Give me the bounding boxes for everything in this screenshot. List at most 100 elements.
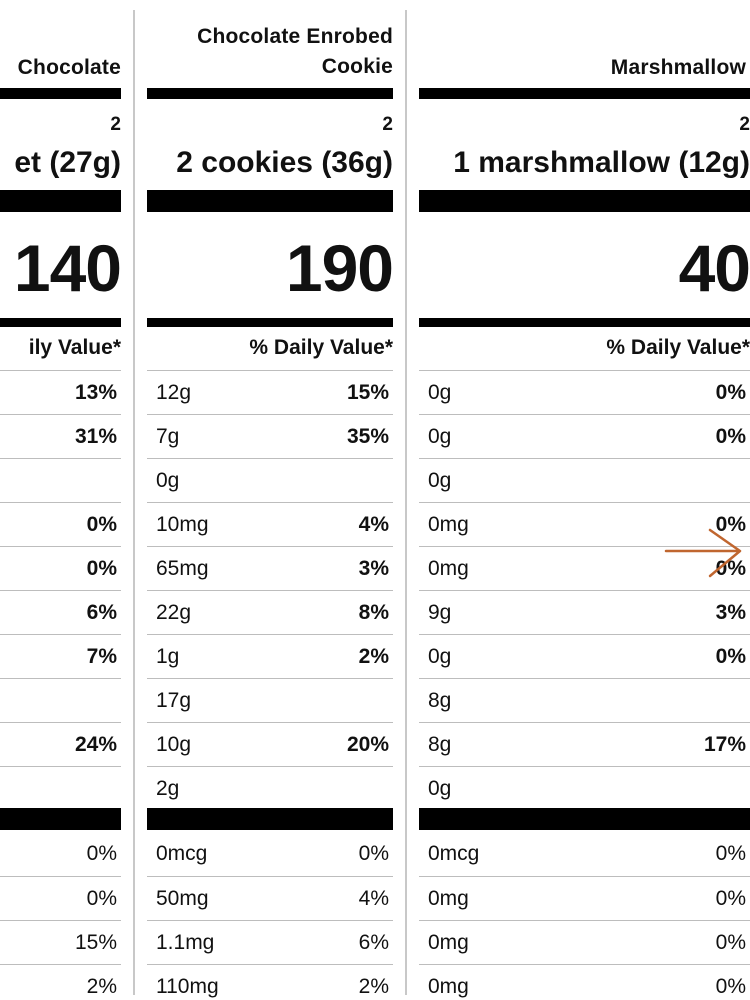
nutrient-percent: 2% — [86, 975, 117, 998]
nutrient-amount: 22g — [156, 601, 192, 624]
micronutrient-row: 0% — [0, 876, 121, 921]
micronutrient-row: 0mcg 0% — [419, 832, 750, 876]
medium-divider — [0, 318, 121, 327]
daily-value-header: % Daily Value* — [249, 336, 393, 359]
nutrient-row: 0mg 0% — [419, 546, 750, 591]
nutrient-amount: 65mg — [156, 557, 209, 580]
nutrient-row: 0g 0% — [419, 370, 750, 415]
nutrient-percent: 0% — [358, 842, 389, 865]
heavy-divider — [0, 190, 121, 212]
serving-size: 1 marshmallow (12g) — [453, 146, 750, 179]
nutrient-row: 24% — [0, 722, 121, 767]
nutrient-amount: 0g — [428, 645, 452, 668]
nutrient-percent: 6% — [86, 601, 117, 624]
heavy-divider — [0, 808, 121, 830]
nutrient-row: 22g 8% — [147, 590, 393, 635]
nutrient-percent: 0% — [715, 975, 746, 998]
nutrient-percent: 6% — [358, 931, 389, 954]
nutrient-percent: 0% — [715, 381, 746, 404]
nutrient-row: 0% — [0, 502, 121, 547]
nutrient-row: 0g — [147, 458, 393, 503]
nutrient-amount: 0mg — [428, 557, 469, 580]
nutrient-percent: 17% — [703, 733, 746, 756]
micronutrient-row: 15% — [0, 920, 121, 965]
column-divider — [405, 10, 407, 995]
micronutrient-row: 1.1mg 6% — [147, 920, 393, 965]
nutrient-row: 31% — [0, 414, 121, 459]
nutrient-amount: 0mcg — [156, 842, 208, 865]
nutrient-percent: 20% — [346, 733, 389, 756]
nutrient-row: 2g — [147, 766, 393, 811]
nutrient-percent: 8% — [358, 601, 389, 624]
micronutrient-row: 110mg 2% — [147, 964, 393, 1000]
nutrient-percent: 0% — [715, 513, 746, 536]
nutrient-amount: 10mg — [156, 513, 209, 536]
medium-divider — [147, 318, 393, 327]
heavy-divider — [147, 808, 393, 830]
column-divider — [133, 10, 135, 995]
nutrient-row — [0, 678, 121, 723]
servings-per-container: 2 — [110, 114, 121, 135]
nutrient-row: 65mg 3% — [147, 546, 393, 591]
nutrient-row: 0g — [419, 458, 750, 503]
thick-divider — [147, 88, 393, 99]
nutrient-amount: 0mg — [428, 975, 469, 998]
nutrient-amount: 8g — [428, 689, 452, 712]
nutrient-percent: 2% — [358, 975, 389, 998]
nutrient-row: 7% — [0, 634, 121, 679]
nutrient-amount: 9g — [428, 601, 452, 624]
micronutrient-row: 0mg 0% — [419, 920, 750, 965]
nutrient-amount: 0g — [428, 381, 452, 404]
nutrient-percent: 3% — [715, 601, 746, 624]
nutrient-percent: 4% — [358, 513, 389, 536]
nutrient-percent: 31% — [74, 425, 117, 448]
nutrient-row: 17g — [147, 678, 393, 723]
nutrient-amount: 0mg — [428, 931, 469, 954]
nutrient-percent: 0% — [715, 557, 746, 580]
micronutrient-row: 50mg 4% — [147, 876, 393, 921]
nutrient-amount: 8g — [428, 733, 452, 756]
nutrient-row — [0, 766, 121, 811]
servings-per-container: 2 — [382, 114, 393, 135]
calories-value: 140 — [13, 231, 121, 305]
nutrient-amount: 7g — [156, 425, 180, 448]
nutrient-amount: 0mg — [428, 513, 469, 536]
product-title: Chocolate Enrobed Cookie — [197, 25, 393, 78]
nutrient-row: 7g 35% — [147, 414, 393, 459]
nutrient-percent: 15% — [346, 381, 389, 404]
micronutrient-row: 0% — [0, 832, 121, 876]
micronutrient-row: 0mg 0% — [419, 876, 750, 921]
nutrient-percent: 3% — [358, 557, 389, 580]
heavy-divider — [147, 190, 393, 212]
nutrient-row: 0g — [419, 766, 750, 811]
nutrient-row: 9g 3% — [419, 590, 750, 635]
nutrient-row: 1g 2% — [147, 634, 393, 679]
calories-value: 40 — [678, 231, 750, 305]
daily-value-header: ily Value* — [28, 336, 121, 359]
nutrient-row: 12g 15% — [147, 370, 393, 415]
thick-divider — [0, 88, 121, 99]
nutrient-row: 8g 17% — [419, 722, 750, 767]
nutrient-row: 13% — [0, 370, 121, 415]
nutrient-amount: 0mg — [428, 887, 469, 910]
nutrient-amount: 1.1mg — [156, 931, 215, 954]
micronutrient-row: 2% — [0, 964, 121, 1000]
medium-divider — [419, 318, 750, 327]
label-column-marshmallow: Marshmallow 2 1 marshmallow (12g) 40 % D… — [419, 0, 750, 1000]
heavy-divider — [419, 808, 750, 830]
servings-per-container: 2 — [739, 114, 750, 135]
nutrient-percent: 0% — [715, 425, 746, 448]
nutrient-percent: 0% — [715, 887, 746, 910]
nutrient-percent: 0% — [86, 887, 117, 910]
nutrient-percent: 0% — [86, 513, 117, 536]
nutrient-amount: 17g — [156, 689, 192, 712]
nutrient-row: 10mg 4% — [147, 502, 393, 547]
nutrient-row: 0g 0% — [419, 414, 750, 459]
nutrient-row: 0mg 0% — [419, 502, 750, 547]
nutrient-percent: 7% — [86, 645, 117, 668]
nutrient-row: 0g 0% — [419, 634, 750, 679]
nutrient-percent: 0% — [86, 557, 117, 580]
nutrient-amount: 110mg — [156, 975, 219, 998]
nutrient-percent: 35% — [346, 425, 389, 448]
calories-value: 190 — [285, 231, 393, 305]
